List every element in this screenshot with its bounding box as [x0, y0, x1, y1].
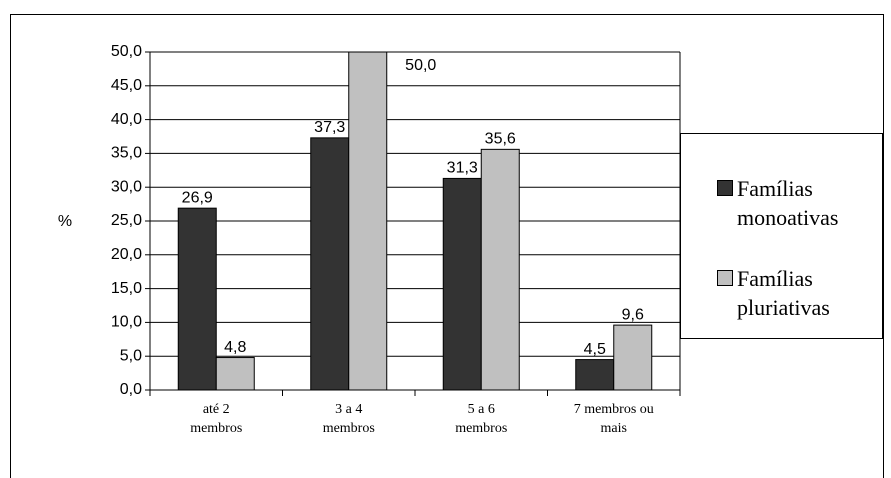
- y-tick-label: 40,0: [111, 111, 142, 128]
- y-tick-label: 10,0: [111, 314, 142, 331]
- y-tick-label: 20,0: [111, 246, 142, 263]
- legend-item: Famílias pluriativas: [717, 264, 877, 322]
- bar: [480, 148, 520, 391]
- data-label: 31,3: [447, 160, 478, 177]
- y-tick-label: 15,0: [111, 280, 142, 297]
- y-tick-label: 25,0: [111, 212, 142, 229]
- legend-item: Famílias monoativas: [717, 174, 877, 232]
- legend-swatch: [717, 270, 733, 286]
- x-tick-label: até 2 membros: [190, 402, 243, 436]
- legend-swatch: [717, 180, 733, 196]
- y-tick-label: 30,0: [111, 178, 142, 195]
- data-label: 4,5: [584, 341, 606, 358]
- data-label: 4,8: [224, 339, 246, 356]
- data-label: 37,3: [314, 119, 345, 136]
- data-label: 9,6: [622, 306, 644, 323]
- y-tick-label: 45,0: [111, 77, 142, 94]
- chart-border: [10, 14, 884, 478]
- bar: [348, 51, 388, 391]
- bar: [177, 207, 217, 391]
- legend-label: Famílias pluriativas: [737, 266, 830, 320]
- data-label: 26,9: [182, 189, 213, 206]
- y-tick-label: 50,0: [111, 43, 142, 60]
- y-tick-label: 5,0: [120, 347, 142, 364]
- x-tick-label: 5 a 6 membros: [455, 402, 508, 436]
- data-label: 50,0: [405, 57, 436, 74]
- bar: [613, 324, 653, 391]
- x-tick-label: 7 membros ou mais: [573, 402, 654, 436]
- y-axis-label: %: [58, 213, 72, 230]
- legend: Famílias monoativas Famílias pluriativas: [680, 133, 883, 339]
- y-tick-label: 35,0: [111, 145, 142, 162]
- data-label: 35,6: [485, 131, 516, 148]
- bar: [310, 137, 350, 391]
- legend-label: Famílias monoativas: [737, 176, 839, 230]
- bar: [215, 357, 255, 391]
- bar: [575, 359, 615, 391]
- y-tick-label: 0,0: [120, 381, 142, 398]
- bar: [442, 177, 482, 391]
- x-tick-label: 3 a 4 membros: [322, 402, 375, 436]
